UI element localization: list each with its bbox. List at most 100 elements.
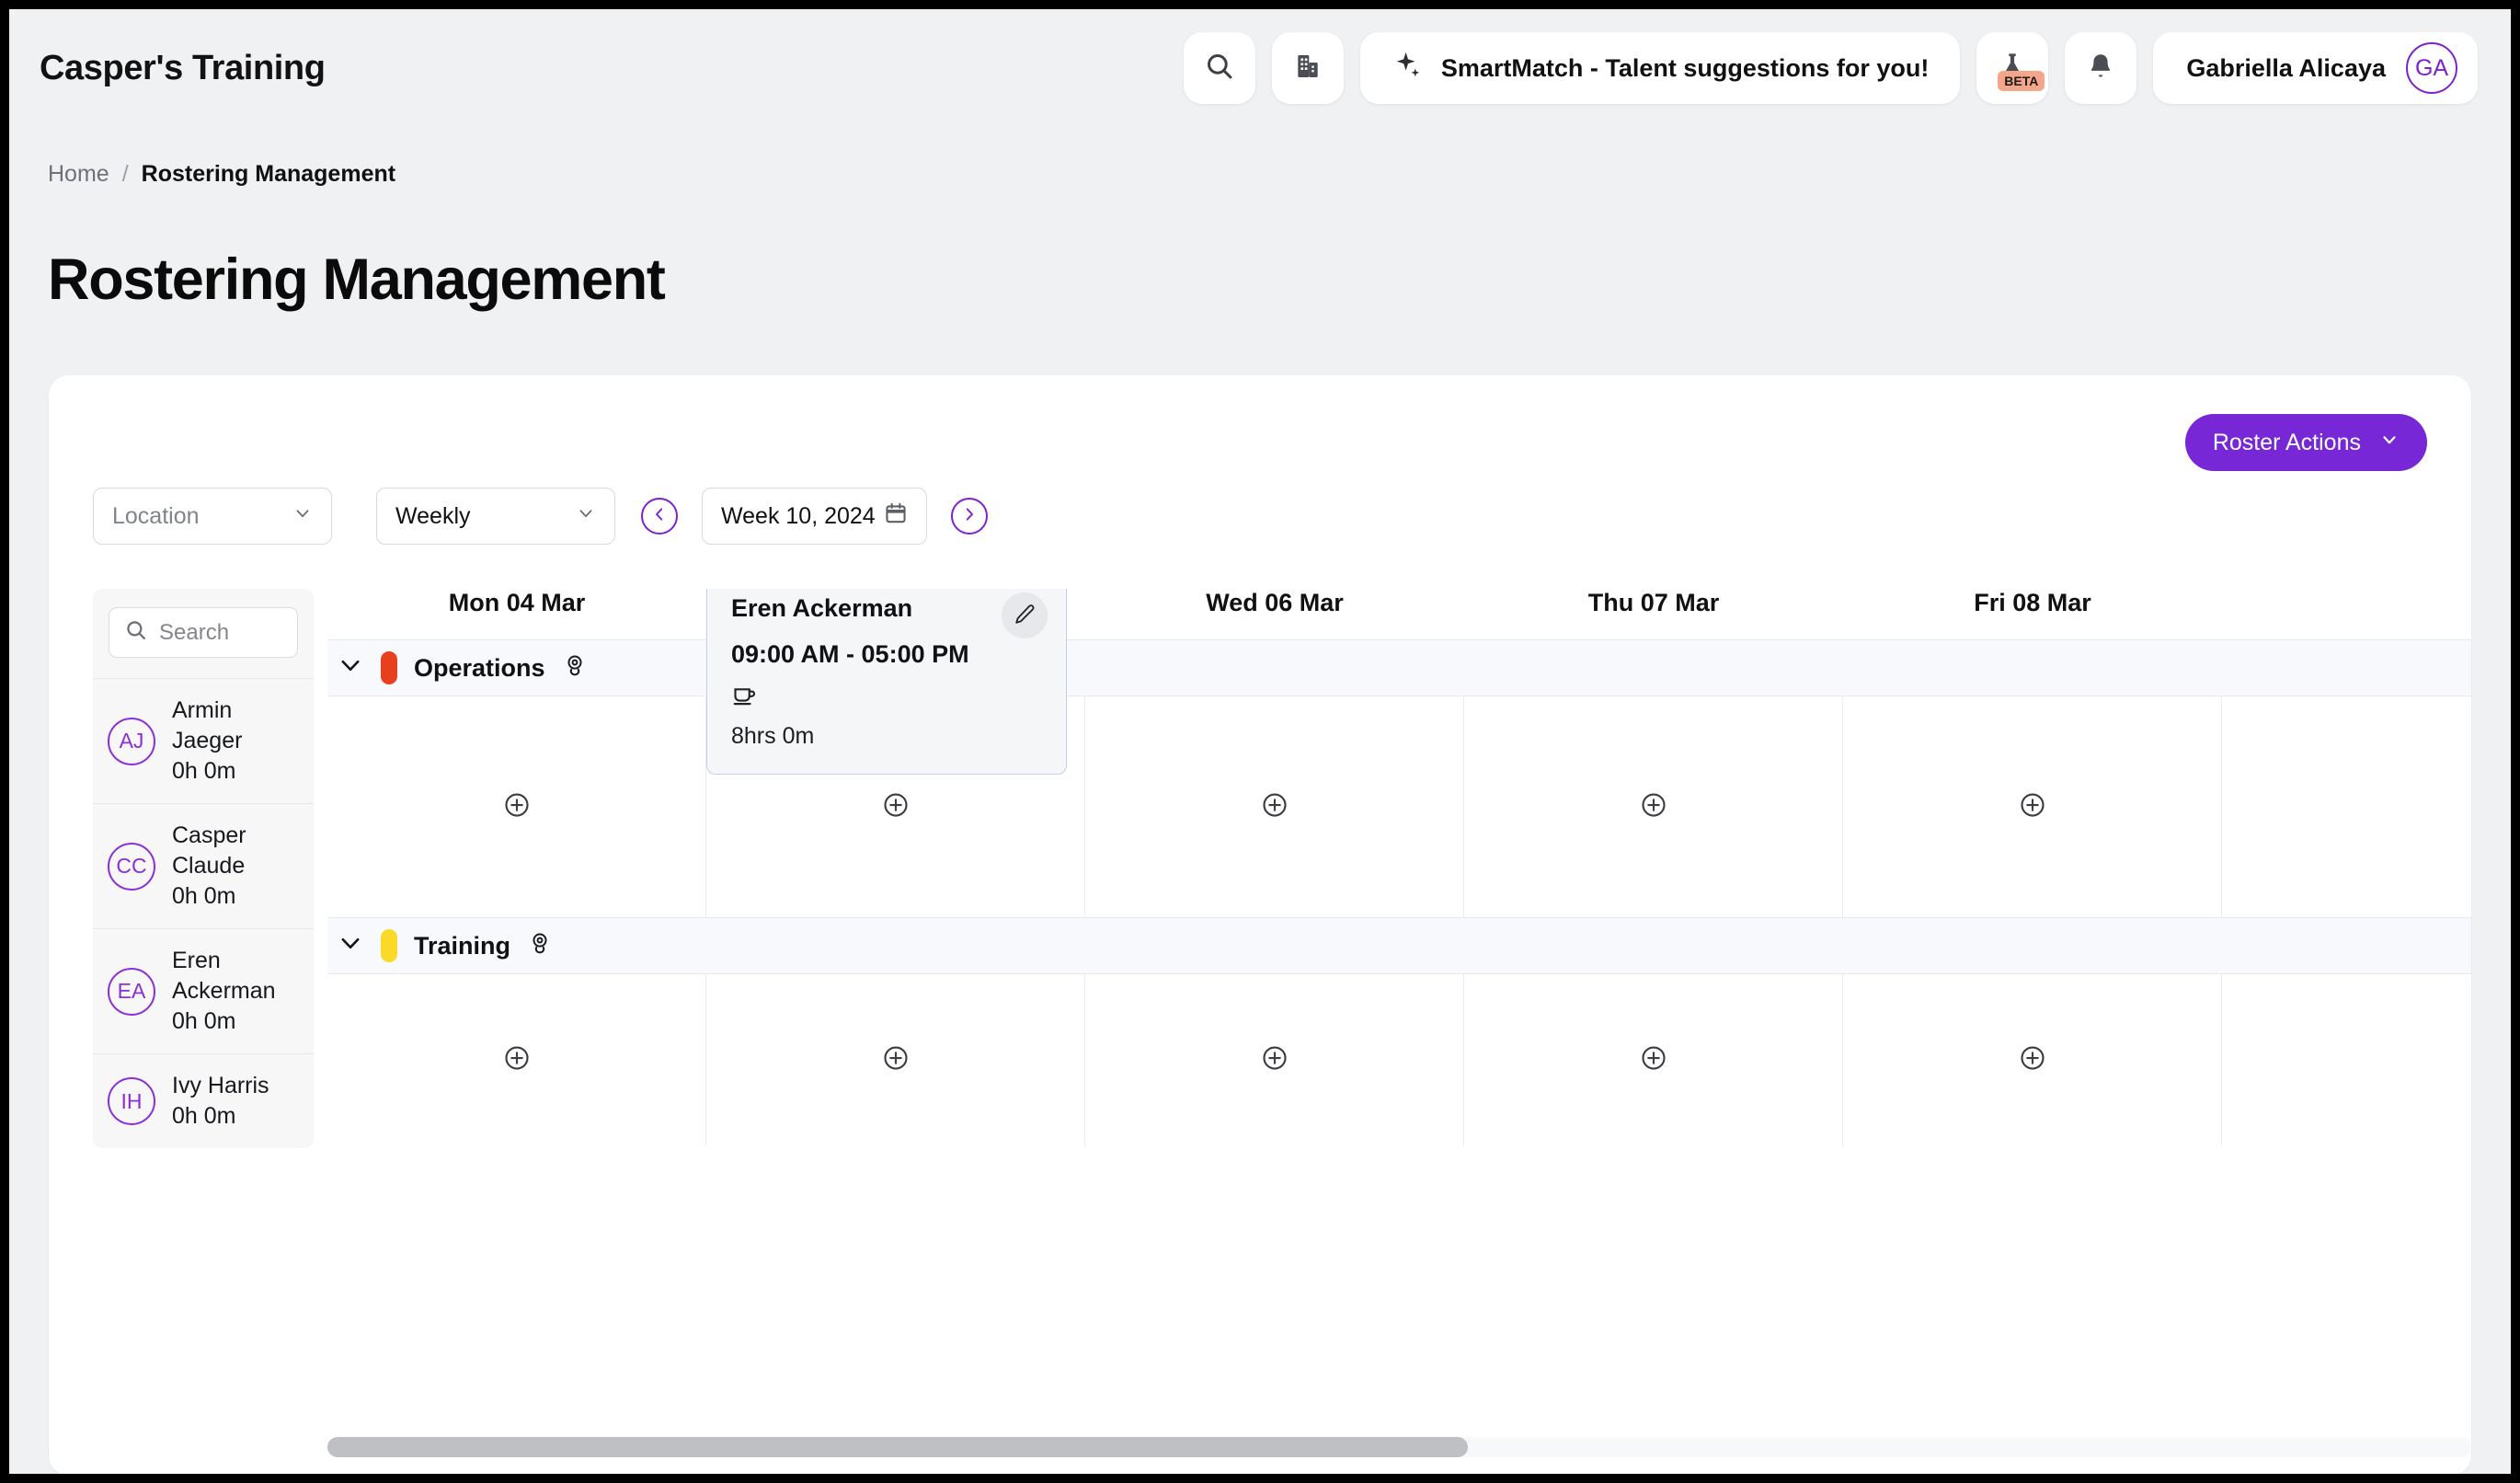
plus-circle-icon[interactable] (1261, 1044, 1289, 1076)
company-button[interactable] (1271, 32, 1344, 104)
breadcrumb-separator: / (121, 161, 129, 187)
list-item[interactable]: AJ Armin Jaeger 0h 0m (93, 678, 314, 803)
chevron-down-icon (2379, 430, 2400, 456)
period-select[interactable]: Weekly (376, 488, 615, 545)
plus-circle-icon[interactable] (503, 791, 531, 823)
week-picker-value: Week 10, 2024 (721, 502, 876, 529)
chevron-down-icon (292, 503, 313, 529)
brand-title: Casper's Training (40, 48, 326, 87)
shift-duration: 8hrs 0m (731, 723, 815, 749)
chevron-left-icon (651, 504, 668, 528)
list-item[interactable]: EA Eren Ackerman 0h 0m (93, 928, 314, 1053)
employee-name: Armin Jaeger (172, 697, 243, 753)
schedule-cell[interactable] (1464, 974, 1843, 1145)
chevron-down-icon[interactable] (337, 929, 364, 963)
plus-circle-icon[interactable] (882, 791, 910, 823)
app-window: Casper's Training (9, 9, 2511, 1474)
edit-shift-button[interactable] (1002, 592, 1048, 638)
schedule-cell[interactable] (2222, 974, 2471, 1145)
plus-circle-icon[interactable] (1261, 791, 1289, 823)
plus-circle-icon[interactable] (2019, 791, 2046, 823)
avatar: CC (108, 842, 155, 891)
operations-row: Eren Ackerman 09:00 AM - 05:00 PM 8hrs 0… (327, 589, 2471, 917)
group-color-indicator (381, 651, 397, 684)
horizontal-scrollbar[interactable] (327, 1437, 2471, 1457)
employee-info: Ivy Harris 0h 0m (172, 1071, 269, 1132)
schedule-cell[interactable] (327, 974, 706, 1145)
chevron-down-icon[interactable] (337, 651, 364, 685)
plus-circle-icon[interactable] (503, 1044, 531, 1076)
notifications-button[interactable] (2065, 32, 2137, 104)
location-select[interactable]: Location (93, 488, 332, 545)
list-item[interactable]: IH Ivy Harris 0h 0m (93, 1053, 314, 1148)
period-select-value: Weekly (395, 502, 471, 529)
plus-circle-icon[interactable] (1640, 791, 1667, 823)
plus-circle-icon[interactable] (1640, 1044, 1667, 1076)
schedule-cell[interactable] (327, 696, 706, 917)
group-header-operations[interactable]: Operations (327, 639, 2471, 696)
search-button[interactable] (1183, 32, 1255, 104)
schedule-cell[interactable] (1843, 696, 2222, 917)
shift-card[interactable]: Eren Ackerman 09:00 AM - 05:00 PM 8hrs 0… (706, 589, 1067, 775)
filter-bar: Location Weekly Week 10, 2024 (93, 488, 988, 545)
week-picker[interactable]: Week 10, 2024 (702, 488, 927, 545)
group-header-training[interactable]: Training (327, 917, 2471, 974)
schedule-cell[interactable]: Eren Ackerman 09:00 AM - 05:00 PM 8hrs 0… (706, 589, 1085, 917)
bell-icon (2086, 52, 2115, 86)
schedule-cell[interactable] (1085, 696, 1464, 917)
lab-button[interactable]: BETA (1976, 32, 2049, 104)
header-actions: SmartMatch - Talent suggestions for you!… (1183, 32, 2478, 104)
group-name: Training (414, 931, 511, 960)
employee-info: Eren Ackerman 0h 0m (172, 946, 299, 1037)
user-name: Gabriella Alicaya (2186, 53, 2386, 82)
employee-info: Armin Jaeger 0h 0m (172, 696, 299, 787)
schedule-cell[interactable] (1464, 696, 1843, 917)
employee-name: Ivy Harris (172, 1073, 269, 1098)
employee-info: Casper Claude 0h 0m (172, 821, 299, 912)
breadcrumb: Home / Rostering Management (48, 161, 395, 188)
employee-hours: 0h 0m (172, 1008, 236, 1034)
list-item[interactable]: CC Casper Claude 0h 0m (93, 803, 314, 928)
roster-actions-button[interactable]: Roster Actions (2184, 414, 2427, 471)
scrollbar-thumb[interactable] (327, 1437, 1468, 1457)
smartmatch-button[interactable]: SmartMatch - Talent suggestions for you! (1359, 32, 1961, 104)
top-header: Casper's Training (9, 9, 2511, 127)
employee-hours: 0h 0m (172, 1103, 236, 1129)
schedule-cell[interactable] (1843, 974, 2222, 1145)
shift-time-range: 09:00 AM - 05:00 PM (731, 640, 969, 668)
calendar-icon (884, 501, 908, 532)
schedule-cell[interactable] (2222, 696, 2471, 917)
coffee-mug-icon (731, 682, 1042, 714)
previous-week-button[interactable] (641, 498, 678, 535)
employee-search-box[interactable] (109, 607, 298, 658)
schedule-grid: Mon 04 Mar Tue 05 Mar Wed 06 Mar Thu 07 … (327, 589, 2471, 1474)
search-input[interactable] (159, 619, 282, 646)
breadcrumb-home-link[interactable]: Home (48, 161, 109, 187)
search-icon (1204, 51, 1235, 86)
employee-search-wrap (93, 589, 314, 678)
day-header: Fri 08 Mar (1974, 589, 2091, 616)
location-select-value: Location (112, 502, 200, 529)
group-name: Operations (414, 653, 545, 682)
employee-name: Casper Claude (172, 822, 246, 879)
sparkle-icon (1392, 50, 1423, 87)
avatar: AJ (108, 717, 155, 765)
user-menu-button[interactable]: Gabriella Alicaya GA (2153, 32, 2478, 104)
plus-circle-icon[interactable] (2019, 1044, 2046, 1076)
chevron-down-icon (576, 503, 596, 529)
beta-badge: BETA (1998, 70, 2045, 91)
next-week-button[interactable] (951, 498, 988, 535)
roster-card: Roster Actions Location Weekly (49, 375, 2471, 1474)
employee-hours: 0h 0m (172, 758, 236, 784)
day-header (2222, 589, 2471, 639)
location-pin-icon[interactable] (527, 931, 553, 961)
avatar: IH (108, 1077, 155, 1125)
employee-name: Eren Ackerman (172, 948, 276, 1004)
day-header-row: Mon 04 Mar Tue 05 Mar Wed 06 Mar Thu 07 … (327, 589, 2471, 639)
schedule-cell[interactable] (706, 974, 1085, 1145)
location-pin-icon[interactable] (562, 653, 588, 684)
schedule-cell[interactable] (1085, 974, 1464, 1145)
smartmatch-label: SmartMatch - Talent suggestions for you! (1440, 53, 1930, 82)
plus-circle-icon[interactable] (882, 1044, 910, 1076)
group-color-indicator (381, 929, 397, 962)
